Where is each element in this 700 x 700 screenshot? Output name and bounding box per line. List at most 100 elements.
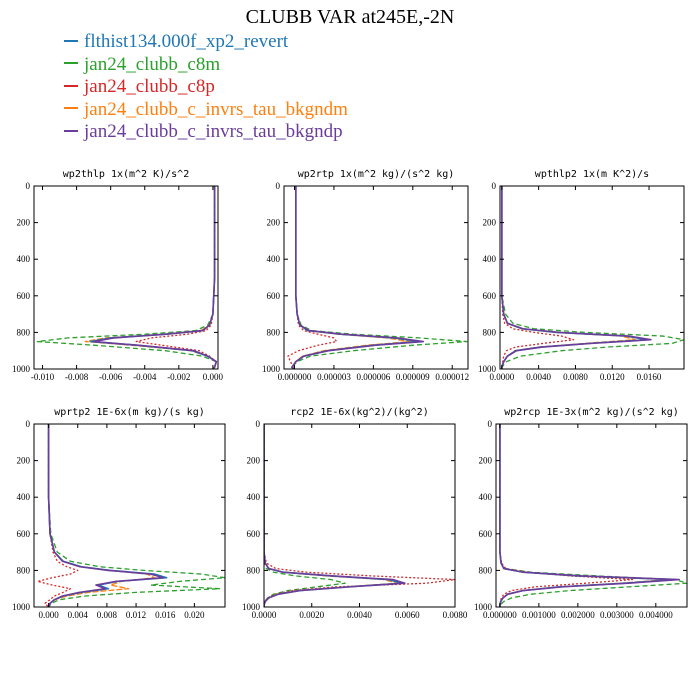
y-tick-label: 1000 [12, 364, 31, 374]
series-line-1 [291, 186, 421, 369]
series-line-3 [287, 186, 338, 369]
y-tick-label: 400 [483, 254, 497, 264]
y-tick-label: 200 [17, 218, 31, 228]
x-tick-label: 0.008 [97, 610, 118, 620]
x-tick-label: 0.0060 [395, 610, 420, 620]
series-line-2 [291, 186, 468, 369]
y-tick-label: 600 [267, 291, 281, 301]
legend-label: flthist134.000f_xp2_revert [84, 31, 289, 52]
panel-3: wpthlp2 1x(m K^2)/s020040060080010000.00… [478, 169, 685, 382]
x-tick-label: 0.0020 [299, 610, 324, 620]
y-tick-label: 1000 [262, 364, 281, 374]
y-tick-label: 200 [483, 218, 497, 228]
x-tick-label: 0.0080 [563, 372, 588, 382]
legend-swatch [64, 84, 78, 87]
plot-frame [263, 423, 456, 608]
x-tick-label: 0.000000 [483, 610, 517, 620]
y-tick-label: 1000 [478, 364, 497, 374]
legend-swatch [64, 39, 78, 42]
x-tick-label: -0.004 [133, 372, 157, 382]
x-tick-label: -0.002 [167, 372, 190, 382]
y-tick-label: 1000 [12, 602, 31, 612]
x-tick-label: 0.000 [203, 372, 224, 382]
y-tick-label: 0 [492, 181, 497, 191]
series-line-2 [501, 186, 684, 369]
series-line-3 [264, 424, 455, 607]
y-tick-label: 600 [483, 291, 497, 301]
panel-6: wp2rcp 1E-3x(m^2 kg)/(s^2 kg) 0 200 400 600 8… [474, 407, 688, 620]
x-tick-label: -0.010 [31, 372, 55, 382]
series-line-2 [264, 424, 346, 607]
panel-1: wp2thlp 1x(m^2 K)/s^202004006008001000-0… [12, 169, 224, 382]
y-tick-label: 200 [247, 456, 261, 466]
y-tick-label: 0 [26, 181, 31, 191]
x-tick-label: 0.002000 [561, 610, 595, 620]
legend-item-c8p: jan24_clubb_c8p [64, 76, 348, 99]
series-line-4 [47, 424, 155, 607]
x-tick-label: 0.0040 [347, 610, 372, 620]
y-tick-label: 800 [17, 565, 31, 575]
series-line-3 [499, 424, 634, 607]
x-tick-label: -0.008 [65, 372, 89, 382]
x-tick-label: 0.000 [38, 610, 59, 620]
y-tick-label: 400 [247, 492, 261, 502]
y-tick-label: 200 [267, 218, 281, 228]
series-line-3 [501, 186, 575, 369]
y-tick-label: 400 [17, 254, 31, 264]
y-tick-label: 800 [267, 327, 281, 337]
x-tick-label: 0.0000 [252, 610, 277, 620]
x-tick-label: 0.000000 [278, 372, 312, 382]
x-tick-label: 0.000009 [396, 372, 430, 382]
panel-title: wprtp2 1E-6x(m kg)/(s kg) [54, 407, 205, 418]
panel-5: rcp2 1E-6x(kg^2)/(kg^2) 0 200 400 600 800 1000… [242, 407, 468, 620]
series-line-5 [291, 186, 425, 369]
plot-frame [499, 185, 685, 370]
legend-label: jan24_clubb_c8m [84, 53, 221, 75]
legend-swatch [64, 129, 78, 132]
x-tick-label: 0.000012 [435, 372, 469, 382]
legend-swatch [64, 62, 78, 65]
y-tick-label: 800 [483, 327, 497, 337]
y-tick-label: 0 [276, 181, 281, 191]
x-tick-label: 0.020 [184, 610, 205, 620]
x-tick-label: 0.012 [126, 610, 146, 620]
series-line-3 [37, 424, 79, 607]
legend-item-c8m: jan24_clubb_c8m [64, 54, 348, 77]
x-tick-label: 0.000003 [317, 372, 351, 382]
y-tick-label: 200 [17, 456, 31, 466]
y-tick-label: 0 [488, 419, 493, 429]
x-tick-label: 0.003000 [600, 610, 634, 620]
plot-frame [283, 185, 469, 370]
plot-frame [33, 185, 219, 370]
series-line-2 [499, 424, 687, 607]
series-group [499, 424, 687, 607]
x-tick-label: 0.004000 [639, 610, 673, 620]
series-line-4 [84, 186, 217, 369]
x-tick-label: 0.0040 [526, 372, 551, 382]
legend-item-bkgndm: jan24_clubb_c_invrs_tau_bkgndm [64, 99, 348, 122]
series-group [501, 186, 684, 369]
y-tick-label: 400 [267, 254, 281, 264]
panel-title: wp2rcp 1E-3x(m^2 kg)/(s^2 kg) [504, 407, 679, 418]
series-group [36, 186, 218, 369]
y-tick-label: 800 [247, 565, 261, 575]
series-line-1 [499, 424, 677, 607]
legend-item-xp2-revert: flthist134.000f_xp2_revert [64, 31, 348, 54]
y-tick-label: 600 [17, 291, 31, 301]
x-tick-label: 0.016 [155, 610, 176, 620]
y-tick-label: 600 [247, 529, 261, 539]
series-line-4 [499, 424, 669, 607]
y-tick-label: 200 [479, 456, 493, 466]
x-tick-label: 0.001000 [522, 610, 556, 620]
x-tick-label: 0.0080 [443, 610, 468, 620]
figure-title: CLUBB VAR at245E,-2N [245, 6, 455, 28]
legend: flthist134.000f_xp2_revert jan24_clubb_c… [64, 31, 348, 144]
x-tick-label: 0.0120 [600, 372, 625, 382]
series-line-4 [291, 186, 411, 369]
series-line-5 [47, 424, 165, 607]
series-group [287, 186, 468, 369]
x-tick-label: 0.000006 [356, 372, 390, 382]
series-line-5 [501, 186, 652, 369]
x-tick-label: 0.0000 [489, 372, 514, 382]
